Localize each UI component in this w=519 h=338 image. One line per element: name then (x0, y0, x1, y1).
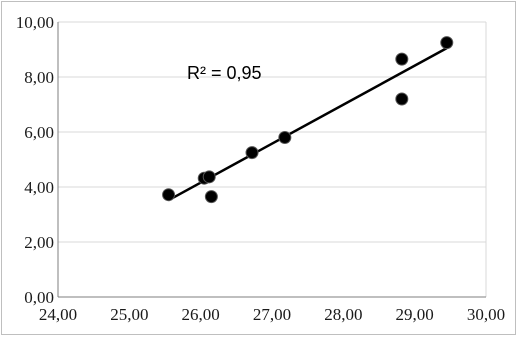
data-point (202, 170, 216, 184)
data-points (162, 36, 454, 204)
data-point (162, 188, 176, 202)
y-tick-label: 10,00 (16, 13, 54, 32)
data-point (440, 36, 454, 50)
y-tick-label: 2,00 (24, 233, 54, 252)
data-point (395, 92, 409, 106)
x-tick-labels: 24,00 25,00 26,00 27,00 28,00 29,00 30,00 (39, 305, 505, 324)
x-tick-label: 30,00 (467, 305, 505, 324)
y-tick-label: 6,00 (24, 123, 54, 142)
x-tick-label: 26,00 (182, 305, 220, 324)
grid-lines (58, 21, 487, 297)
y-tick-labels: 0,00 2,00 4,00 6,00 8,00 10,00 (16, 13, 54, 307)
y-tick-label: 4,00 (24, 178, 54, 197)
y-tick-label: 8,00 (24, 68, 54, 87)
x-tick-label: 28,00 (324, 305, 362, 324)
x-tick-label: 27,00 (253, 305, 291, 324)
r-squared-annotation: R² = 0,95 (187, 63, 262, 83)
y-tick-label: 0,00 (24, 288, 54, 307)
x-tick-label: 24,00 (39, 305, 77, 324)
data-point (395, 52, 409, 66)
x-tick-label: 29,00 (396, 305, 434, 324)
data-point (245, 146, 259, 160)
data-point (278, 131, 292, 144)
x-tick-label: 25,00 (110, 305, 148, 324)
data-point (204, 190, 218, 204)
axes (57, 22, 486, 298)
